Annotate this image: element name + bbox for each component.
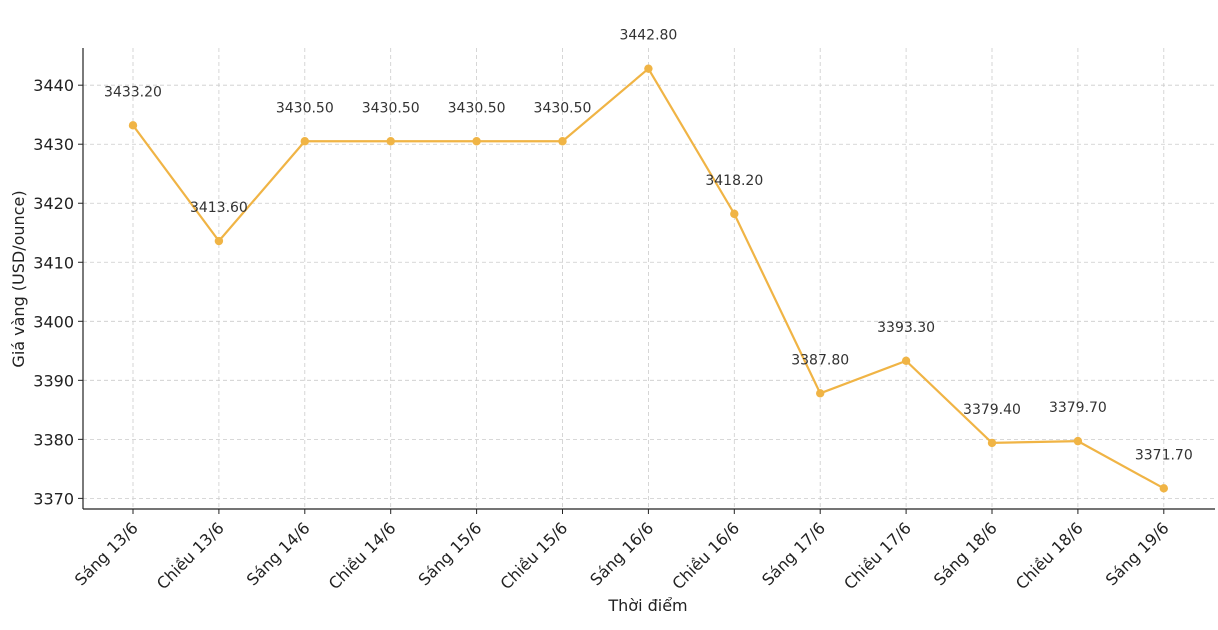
y-tick-label: 3400 [33,312,74,331]
data-label: 3430.50 [448,100,506,116]
y-tick-label: 3410 [33,253,74,272]
x-axis-title: Thời điểm [607,596,687,615]
data-label: 3418.20 [705,173,763,189]
data-point [730,209,739,219]
y-axis-ticks: 3370 3380 3390 3400 3410 3420 3430 3440 [33,76,83,508]
data-point [386,137,395,146]
y-tick-label: 3440 [33,76,74,95]
data-label: 3371.70 [1135,447,1193,463]
data-label: 3430.50 [534,100,592,116]
x-tick-label: Chiều 16/6 [668,518,743,593]
data-label: 3430.50 [276,100,334,116]
grid-lines [83,48,1215,509]
data-point [987,438,997,448]
data-point [128,121,138,130]
y-axis-title: Giá vàng (USD/ounce) [9,190,28,367]
x-axis-ticks: Sáng 13/6 Chiều 13/6 Sáng 14/6 Chiều 14/6 Sá… [71,509,1173,593]
data-point [214,236,224,246]
y-tick-label: 3370 [33,489,74,508]
y-tick-label: 3390 [33,371,74,390]
data-point [300,137,309,146]
x-tick-label: Sáng 18/6 [930,518,1001,589]
x-tick-label: Chiều 13/6 [153,518,228,593]
x-tick-label: Sáng 19/6 [1102,518,1173,589]
series-line [132,66,1165,490]
data-points [128,64,1169,493]
x-tick-label: Chiều 18/6 [1012,518,1087,593]
x-tick-label: Sáng 13/6 [71,518,142,589]
data-label: 3387.80 [791,352,849,368]
data-point [1159,484,1169,493]
data-point [558,137,567,146]
y-tick-label: 3380 [33,430,74,449]
data-point [816,389,825,398]
data-labels: 3433.20 3413.60 3430.50 3430.50 3430.50 3430.… [104,28,1193,464]
axes [82,48,1215,510]
data-point [901,356,911,366]
data-point [644,64,653,73]
x-tick-label: Chiều 14/6 [325,518,400,593]
data-label: 3442.80 [619,28,677,44]
data-label: 3433.20 [104,84,162,100]
x-tick-label: Sáng 16/6 [586,518,657,589]
data-label: 3393.30 [877,320,935,336]
data-label: 3413.60 [190,200,248,216]
x-tick-label: Chiều 15/6 [497,518,572,593]
data-point [1073,436,1083,446]
y-tick-label: 3420 [33,194,74,213]
y-tick-label: 3430 [33,135,74,154]
x-tick-label: Sáng 15/6 [415,518,486,589]
data-label: 3379.70 [1049,400,1107,416]
data-label: 3430.50 [362,100,420,116]
x-tick-label: Sáng 17/6 [758,518,829,589]
x-tick-label: Chiều 17/6 [840,518,915,593]
data-point [472,137,481,146]
x-tick-label: Sáng 14/6 [243,518,314,589]
data-label: 3379.40 [963,402,1021,418]
